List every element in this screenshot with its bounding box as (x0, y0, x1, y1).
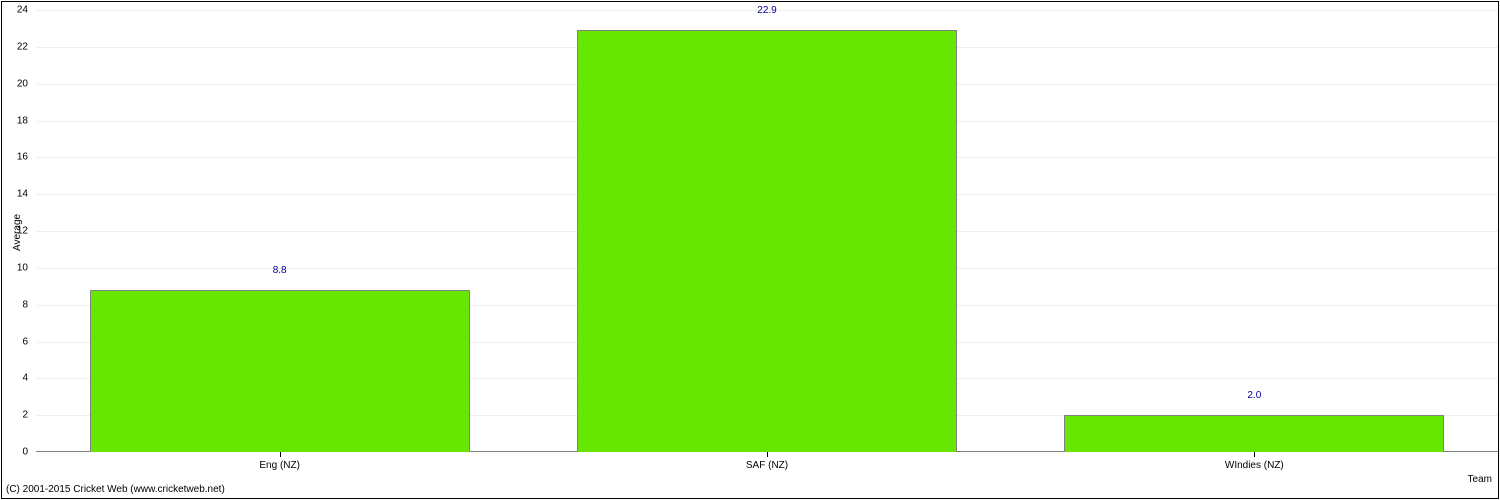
x-axis-label: Team (1468, 474, 1492, 485)
x-tick-mark (280, 452, 281, 457)
y-tick-label: 2 (22, 410, 28, 421)
x-tick-label: WIndies (NZ) (1225, 460, 1284, 471)
y-tick-label: 6 (22, 336, 28, 347)
x-tick-label: Eng (NZ) (259, 460, 300, 471)
bar (577, 30, 957, 452)
x-tick-mark (767, 452, 768, 457)
y-tick-label: 24 (17, 5, 28, 16)
bar (1064, 415, 1444, 452)
plot-area: 8.822.92.0 (36, 10, 1498, 452)
bar-value-label: 2.0 (1247, 390, 1261, 401)
bar-value-label: 8.8 (273, 265, 287, 276)
y-tick-label: 4 (22, 373, 28, 384)
bar-value-label: 22.9 (757, 5, 776, 16)
y-tick-label: 22 (17, 41, 28, 52)
y-tick-label: 0 (22, 447, 28, 458)
chart-frame: 8.822.92.0 Average Team (C) 2001-2015 Cr… (1, 1, 1499, 499)
y-tick-label: 12 (17, 226, 28, 237)
y-tick-label: 14 (17, 189, 28, 200)
bar (90, 290, 470, 452)
y-tick-label: 10 (17, 262, 28, 273)
copyright-text: (C) 2001-2015 Cricket Web (www.cricketwe… (6, 484, 225, 495)
x-tick-mark (1254, 452, 1255, 457)
y-tick-label: 16 (17, 152, 28, 163)
y-tick-label: 18 (17, 115, 28, 126)
x-tick-label: SAF (NZ) (746, 460, 788, 471)
y-tick-label: 20 (17, 78, 28, 89)
y-tick-label: 8 (22, 299, 28, 310)
